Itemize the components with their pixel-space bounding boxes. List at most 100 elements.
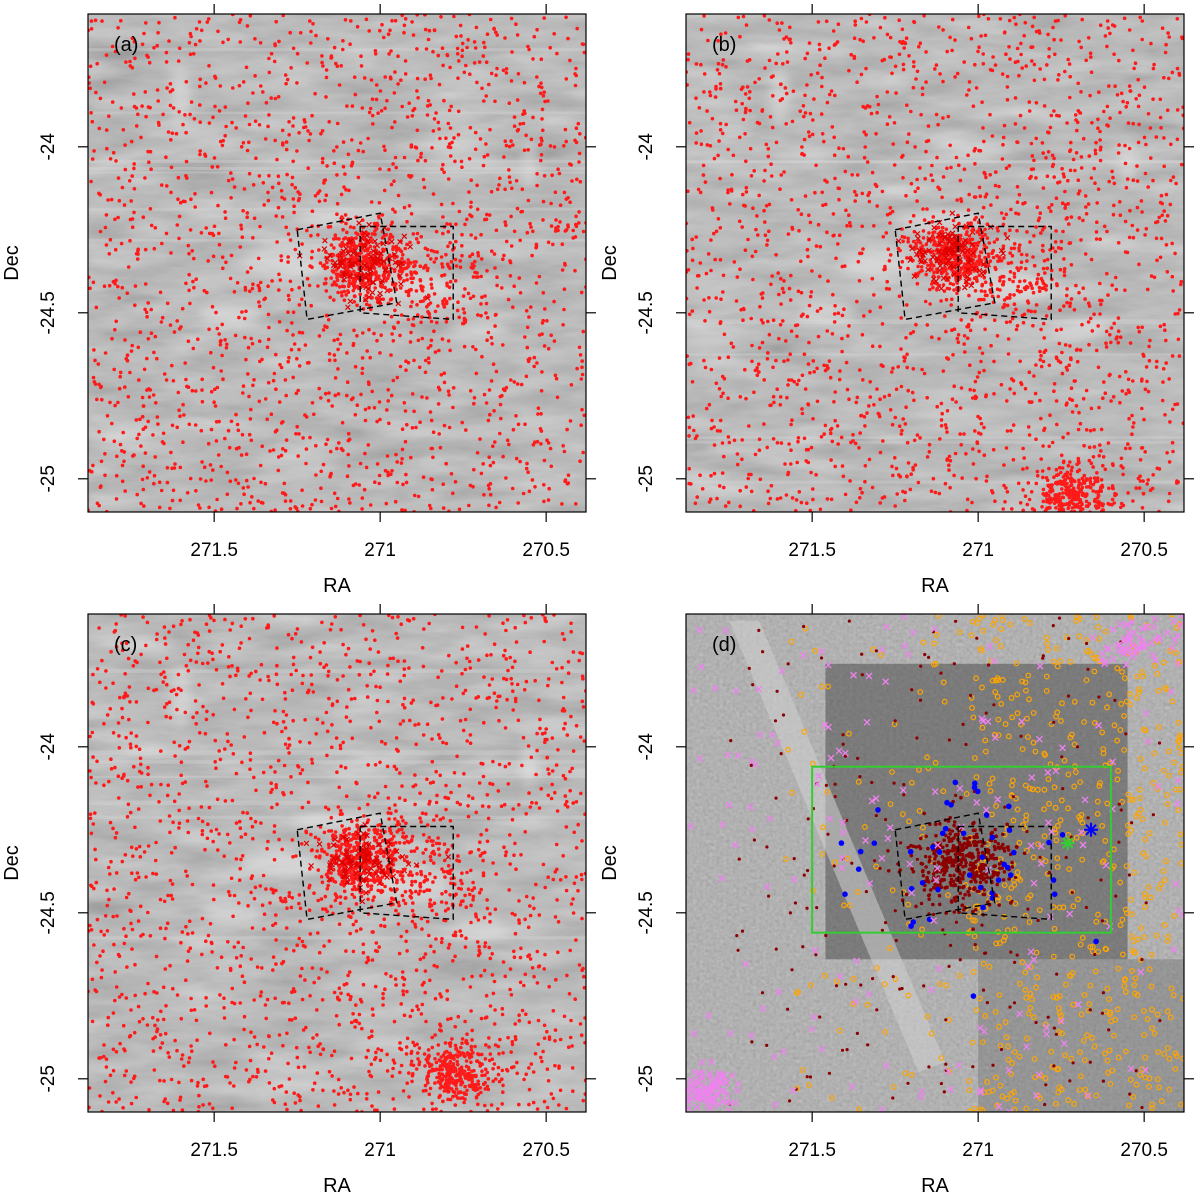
source-point	[762, 422, 766, 426]
source-point	[718, 86, 723, 91]
source-point	[252, 378, 256, 382]
source-point	[1035, 469, 1040, 474]
cluster-cross	[926, 236, 933, 242]
source-point	[132, 210, 136, 215]
source-point	[1119, 505, 1123, 510]
nebula-patch	[200, 300, 261, 325]
source-point	[514, 22, 518, 27]
cluster-point	[971, 247, 976, 252]
source-point	[803, 387, 808, 391]
source-point	[765, 238, 770, 243]
source-point	[360, 371, 365, 376]
source-point	[234, 412, 238, 417]
source-point	[291, 310, 296, 315]
cluster-cross	[366, 294, 372, 301]
source-point	[774, 140, 779, 145]
source-point	[1087, 154, 1092, 158]
source-point	[977, 370, 982, 375]
source-point	[1112, 24, 1117, 28]
source-point	[784, 91, 789, 96]
source-point	[991, 55, 995, 59]
source-point	[389, 182, 394, 187]
cluster-point	[955, 281, 959, 285]
source-point	[488, 463, 493, 468]
source-point	[738, 488, 742, 493]
source-point	[386, 227, 391, 232]
source-point	[887, 115, 892, 119]
source-point	[832, 153, 837, 157]
source-point	[345, 380, 350, 385]
cluster-cross	[370, 279, 377, 286]
source-point	[1113, 84, 1117, 88]
source-point	[1074, 404, 1079, 408]
source-point	[913, 189, 918, 194]
source-point	[906, 461, 911, 465]
source-point	[367, 327, 371, 332]
source-point	[274, 19, 279, 24]
source-point	[858, 431, 862, 435]
source-point	[1019, 41, 1023, 46]
source-point	[786, 232, 791, 236]
source-point	[295, 51, 300, 56]
source-point	[283, 448, 288, 453]
source-point	[818, 507, 823, 512]
cluster-point	[977, 273, 982, 278]
source-point	[1001, 274, 1006, 279]
source-point	[754, 227, 758, 232]
source-point	[419, 151, 424, 156]
source-point	[476, 254, 481, 258]
source-point	[441, 215, 445, 219]
source-point	[1027, 109, 1032, 113]
source-point	[1113, 275, 1118, 280]
source-point	[900, 227, 904, 231]
cluster-point	[914, 241, 918, 246]
source-point	[385, 408, 389, 412]
cluster-cross	[930, 254, 936, 260]
source-point	[893, 504, 897, 508]
source-point	[1127, 28, 1132, 32]
source-point	[526, 358, 531, 362]
source-point	[1128, 341, 1133, 345]
source-point	[962, 334, 967, 338]
source-point	[1078, 348, 1083, 352]
cluster-point	[915, 281, 920, 286]
source-point	[487, 503, 491, 508]
source-point	[1047, 444, 1051, 449]
source-point	[215, 385, 220, 390]
source-point	[1038, 358, 1043, 362]
source-point	[1081, 286, 1085, 291]
clump-point	[1042, 518, 1046, 522]
source-point	[1031, 255, 1035, 259]
source-point	[1074, 118, 1078, 122]
source-point	[1055, 422, 1059, 427]
source-point	[709, 238, 713, 242]
source-point	[276, 174, 281, 178]
source-point	[802, 352, 807, 357]
source-point	[495, 33, 500, 37]
source-point	[100, 397, 104, 402]
source-point	[462, 311, 467, 315]
source-point	[271, 448, 276, 452]
source-point	[249, 438, 254, 443]
source-point	[1126, 121, 1131, 125]
source-point	[1002, 123, 1007, 128]
source-point	[534, 242, 539, 247]
source-point	[840, 336, 844, 341]
source-point	[419, 234, 424, 239]
source-point	[574, 502, 578, 506]
source-point	[554, 226, 558, 230]
source-point	[984, 394, 988, 399]
source-point	[941, 244, 946, 248]
source-point	[1166, 499, 1171, 504]
source-point	[375, 462, 380, 466]
source-point	[571, 228, 575, 233]
source-point	[995, 254, 999, 258]
source-point	[794, 498, 799, 502]
source-point	[198, 120, 202, 124]
source-point	[573, 268, 577, 273]
source-point	[157, 20, 161, 25]
source-point	[543, 99, 547, 104]
source-point	[412, 270, 417, 275]
cluster-point	[377, 274, 381, 279]
source-point	[368, 106, 373, 111]
